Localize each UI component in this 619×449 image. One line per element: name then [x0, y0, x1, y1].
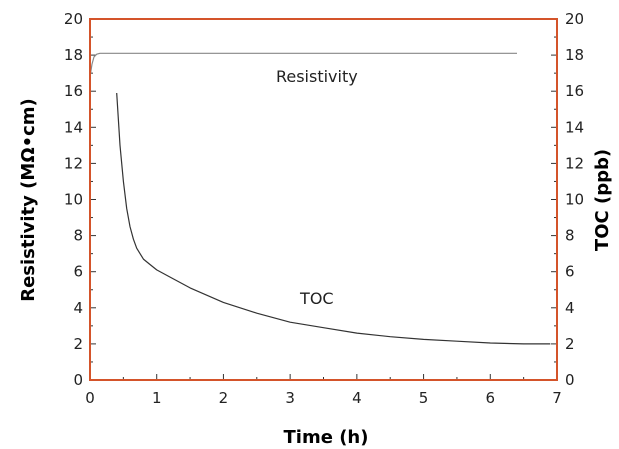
x-tick-label: 4 [352, 389, 362, 407]
toc-annotation: TOC [299, 289, 334, 308]
resistivity-annotation: Resistivity [276, 67, 358, 86]
right-y-tick-label: 16 [565, 82, 584, 100]
left-y-tick-label: 12 [64, 154, 83, 172]
x-axis-title: Time (h) [284, 427, 369, 448]
left-y-tick-label: 0 [73, 371, 83, 389]
plot-frame [89, 18, 558, 381]
resistivity-series-line [89, 52, 517, 77]
left-y-tick-label: 2 [73, 335, 83, 353]
x-tick-label: 2 [219, 389, 229, 407]
left-y-tick-label: 10 [64, 191, 83, 209]
x-tick-label: 5 [419, 389, 429, 407]
right-y-tick-label: 8 [565, 227, 575, 245]
toc-series-line [116, 92, 551, 345]
x-tick-label: 0 [85, 389, 95, 407]
left-y-tick-label: 18 [64, 46, 83, 64]
x-tick-label: 1 [152, 389, 162, 407]
right-y-tick-label: 18 [565, 46, 584, 64]
left-y-tick-label: 14 [64, 118, 83, 136]
right-y-tick-label: 14 [565, 118, 584, 136]
left-y-tick-label: 4 [73, 299, 83, 317]
left-y-tick-label: 8 [73, 227, 83, 245]
right-y-tick-label: 2 [565, 335, 575, 353]
left-y-tick-label: 6 [73, 263, 83, 281]
x-tick-label: 6 [486, 389, 496, 407]
left-y-axis-title: Resistivity (MΩ•cm) [18, 98, 39, 302]
left-y-tick-label: 20 [64, 10, 83, 28]
label-layer: 0 1 2 3 4 5 6 702468101214161820024681012141618… [64, 10, 584, 407]
right-y-tick-label: 12 [565, 154, 584, 172]
right-y-tick-label: 20 [565, 10, 584, 28]
right-y-tick-label: 0 [565, 371, 575, 389]
series-layer [89, 52, 551, 345]
right-y-tick-label: 4 [565, 299, 575, 317]
left-y-tick-label: 16 [64, 82, 83, 100]
x-tick-label: 3 [285, 389, 295, 407]
right-y-axis-title: TOC (ppb) [592, 149, 613, 251]
right-y-tick-label: 6 [565, 263, 575, 281]
x-tick-label: 7 [552, 389, 562, 407]
right-y-tick-label: 10 [565, 191, 584, 209]
